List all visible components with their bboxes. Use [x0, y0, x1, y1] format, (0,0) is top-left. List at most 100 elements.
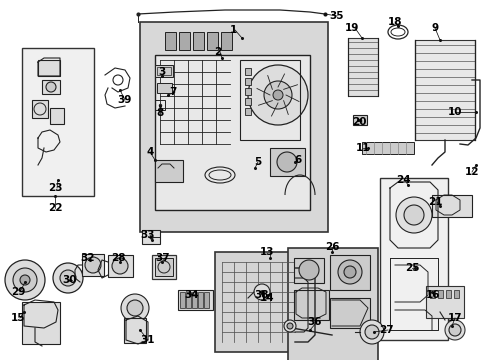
Bar: [221, 32, 231, 50]
Bar: [198, 292, 203, 308]
Text: 27: 27: [378, 325, 392, 335]
Text: 26: 26: [324, 242, 339, 252]
Text: 6: 6: [294, 155, 301, 165]
Text: 37: 37: [155, 253, 170, 263]
Bar: [361, 142, 413, 154]
Bar: [244, 108, 250, 115]
Bar: [453, 290, 458, 298]
Text: 38: 38: [254, 290, 269, 300]
Text: 24: 24: [395, 175, 409, 185]
Bar: [244, 88, 250, 95]
Text: 19: 19: [344, 23, 359, 33]
Bar: [124, 318, 146, 343]
Text: 32: 32: [81, 253, 95, 263]
Bar: [32, 100, 48, 118]
Bar: [244, 98, 250, 105]
Circle shape: [253, 284, 269, 300]
Bar: [329, 298, 369, 328]
Bar: [155, 65, 173, 77]
Text: 16: 16: [425, 290, 439, 300]
Bar: [50, 108, 64, 124]
Text: 5: 5: [254, 157, 261, 167]
Text: 31: 31: [141, 335, 155, 345]
Text: 7: 7: [169, 87, 176, 97]
Bar: [215, 252, 319, 352]
Text: 29: 29: [11, 287, 25, 297]
Text: 15: 15: [11, 313, 25, 323]
Circle shape: [284, 320, 295, 332]
Text: 20: 20: [351, 117, 366, 127]
Text: 30: 30: [62, 275, 77, 285]
Circle shape: [448, 324, 460, 336]
Text: 11: 11: [355, 143, 369, 153]
Bar: [180, 292, 184, 308]
Bar: [293, 258, 324, 283]
Circle shape: [264, 81, 291, 109]
Bar: [414, 40, 474, 140]
Circle shape: [247, 65, 307, 125]
Bar: [185, 292, 191, 308]
Circle shape: [403, 205, 423, 225]
Bar: [22, 302, 60, 344]
Circle shape: [364, 325, 378, 339]
Bar: [192, 292, 197, 308]
Text: 35: 35: [329, 11, 344, 21]
Bar: [164, 32, 176, 50]
Bar: [178, 290, 213, 310]
Bar: [206, 32, 218, 50]
Bar: [155, 100, 164, 110]
Circle shape: [13, 268, 37, 292]
Circle shape: [127, 300, 142, 316]
Text: 22: 22: [48, 203, 62, 213]
Text: 14: 14: [259, 293, 274, 303]
Bar: [179, 32, 190, 50]
Text: 33: 33: [141, 230, 155, 240]
Bar: [425, 286, 463, 318]
Bar: [379, 178, 447, 340]
Text: 28: 28: [110, 253, 125, 263]
Text: 4: 4: [146, 147, 153, 157]
Bar: [244, 78, 250, 85]
Bar: [157, 67, 171, 75]
Bar: [429, 290, 434, 298]
Bar: [203, 292, 208, 308]
Circle shape: [121, 294, 149, 322]
Text: 18: 18: [387, 17, 402, 27]
Bar: [38, 60, 60, 76]
Bar: [445, 290, 450, 298]
Text: 25: 25: [404, 263, 418, 273]
Circle shape: [276, 152, 296, 172]
Bar: [140, 22, 327, 232]
Bar: [152, 255, 176, 279]
Bar: [352, 115, 366, 125]
Text: 2: 2: [214, 47, 221, 57]
Circle shape: [46, 82, 56, 92]
Bar: [347, 38, 377, 96]
Text: 13: 13: [259, 247, 274, 257]
Bar: [22, 48, 94, 196]
Text: 10: 10: [447, 107, 461, 117]
Bar: [155, 160, 183, 182]
Circle shape: [337, 260, 361, 284]
Bar: [269, 148, 305, 176]
Circle shape: [444, 320, 464, 340]
Bar: [431, 195, 471, 217]
Bar: [155, 55, 309, 210]
Bar: [193, 32, 203, 50]
Circle shape: [272, 90, 283, 100]
Circle shape: [298, 260, 318, 280]
Text: 36: 36: [307, 317, 322, 327]
Text: 23: 23: [48, 183, 62, 193]
Bar: [155, 258, 173, 276]
Circle shape: [85, 257, 101, 273]
Bar: [142, 230, 160, 244]
Bar: [244, 68, 250, 75]
Bar: [42, 80, 60, 94]
Bar: [157, 83, 172, 93]
Text: 17: 17: [447, 313, 461, 323]
Circle shape: [343, 266, 355, 278]
Bar: [287, 248, 377, 360]
Text: 21: 21: [427, 197, 441, 207]
Circle shape: [395, 197, 431, 233]
Bar: [293, 290, 328, 320]
